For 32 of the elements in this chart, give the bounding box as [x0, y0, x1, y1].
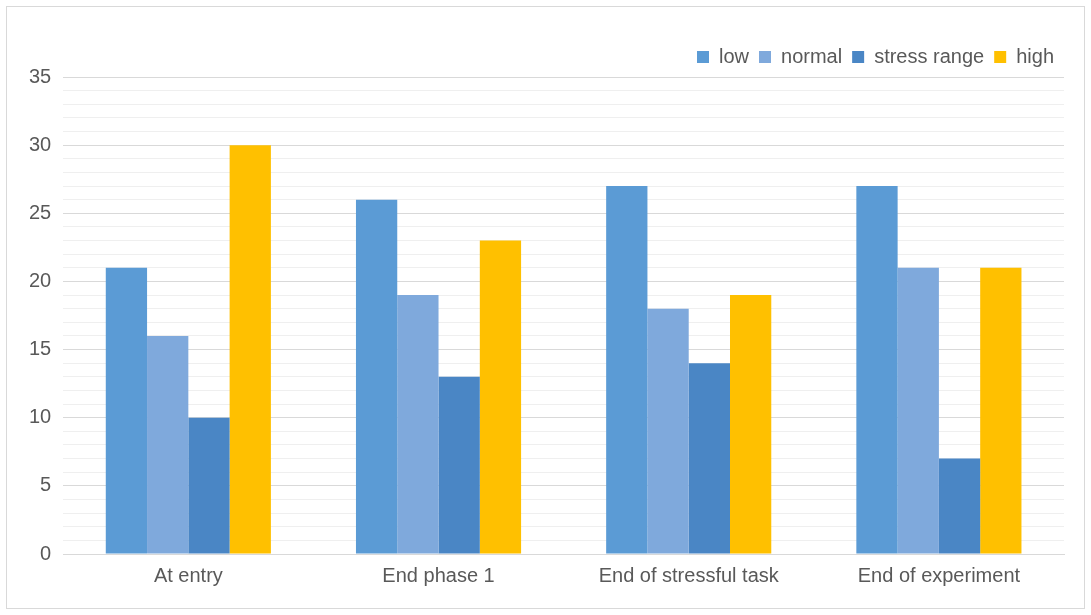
x-tick-label: End of experiment [857, 563, 1021, 586]
x-tick-label: At entry [153, 563, 223, 586]
bar [479, 240, 522, 554]
bar [105, 267, 148, 554]
bar [730, 295, 772, 554]
bar [438, 376, 480, 554]
bar [897, 267, 939, 554]
y-tick-label: 30 [29, 132, 52, 155]
bar [938, 458, 981, 554]
x-tick-label: End of stressful task [598, 563, 780, 586]
x-tick-label: End phase 1 [382, 563, 495, 586]
y-tick-label: 35 [29, 64, 52, 87]
bar [397, 295, 439, 554]
legend-label: normal [781, 44, 843, 67]
legend-label: low [719, 44, 750, 67]
bar [647, 308, 689, 554]
y-tick-label: 20 [29, 268, 52, 291]
bar [147, 335, 189, 554]
bar [980, 267, 1022, 554]
bar [188, 417, 230, 554]
bar [606, 186, 648, 554]
y-tick-label: 15 [29, 337, 52, 360]
bar [229, 145, 271, 554]
y-tick-label: 0 [40, 541, 52, 564]
legend-label: high [1016, 44, 1054, 67]
y-tick-label: 5 [40, 473, 52, 496]
bar [355, 199, 398, 554]
bar [856, 186, 898, 554]
y-tick-label: 25 [29, 200, 52, 223]
legend-label: stress range [874, 44, 985, 67]
bar [688, 363, 730, 554]
y-tick-label: 10 [29, 405, 52, 428]
